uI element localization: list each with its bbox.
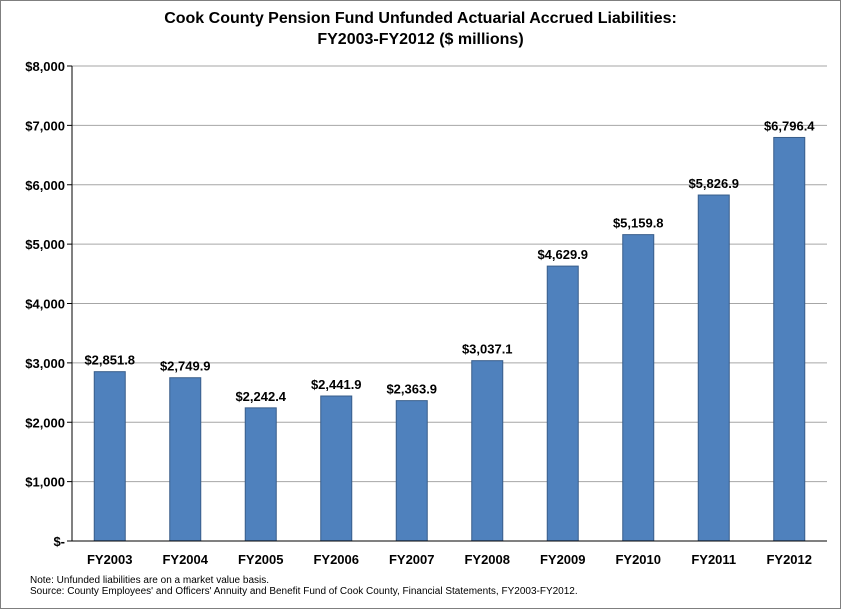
note-text: Note: Unfunded liabilities are on a mark… <box>30 575 270 586</box>
bar <box>471 360 504 542</box>
y-tick-label: $2,000 <box>25 415 65 430</box>
x-tick-label: FY2007 <box>389 552 435 567</box>
x-tick-label: FY2011 <box>691 552 736 567</box>
x-tick-label: FY2010 <box>615 552 661 567</box>
data-label: $4,629.9 <box>537 247 588 262</box>
bar <box>773 136 806 542</box>
x-tick-label: FY2008 <box>464 552 510 567</box>
x-tick-label: FY2005 <box>238 552 284 567</box>
bar <box>697 194 730 542</box>
data-label: $2,749.9 <box>160 359 211 374</box>
labels: $- $1,000 $2,000 $3,000 $4,000 $5,000 $6,000 $7… <box>25 59 815 567</box>
axes <box>67 65 827 542</box>
y-tick-label: $5,000 <box>25 237 65 252</box>
x-tick-label: FY2009 <box>540 552 586 567</box>
data-label: $5,159.8 <box>613 216 664 231</box>
chart-title-line-2: FY2003-FY2012 ($ millions) <box>317 31 524 48</box>
chart-title: Cook County Pension Fund Unfunded Actuar… <box>0 8 841 50</box>
data-label: $2,363.9 <box>386 382 437 397</box>
y-tick-label: $4,000 <box>25 297 65 312</box>
bar <box>320 395 353 542</box>
x-tick-label: FY2006 <box>313 552 359 567</box>
bar <box>395 400 428 542</box>
chart-notes: Note: Unfunded liabilities are on a mark… <box>30 575 578 597</box>
source-text: Source: County Employees' and Officers' … <box>30 586 578 597</box>
bar <box>93 371 126 542</box>
bar <box>622 234 655 542</box>
data-label: $6,796.4 <box>764 118 815 133</box>
bar <box>244 407 277 542</box>
bar <box>546 265 579 542</box>
y-tick-label: $7,000 <box>25 118 65 133</box>
data-label: $2,851.8 <box>84 353 135 368</box>
y-tick-label: $1,000 <box>25 475 65 490</box>
bar <box>169 377 202 542</box>
chart-title-line-1: Cook County Pension Fund Unfunded Actuar… <box>164 10 677 27</box>
data-label: $5,826.9 <box>688 176 739 191</box>
x-tick-label: FY2003 <box>87 552 133 567</box>
y-tick-label: $3,000 <box>25 356 65 371</box>
data-label: $3,037.1 <box>462 342 513 357</box>
y-tick-label: $8,000 <box>25 59 65 74</box>
y-tick-label: $- <box>53 534 65 549</box>
y-tick-label: $6,000 <box>25 178 65 193</box>
x-tick-label: FY2012 <box>766 552 812 567</box>
x-tick-label: FY2004 <box>162 552 208 567</box>
data-label: $2,242.4 <box>235 389 286 404</box>
bars <box>93 136 806 542</box>
data-label: $2,441.9 <box>311 377 362 392</box>
